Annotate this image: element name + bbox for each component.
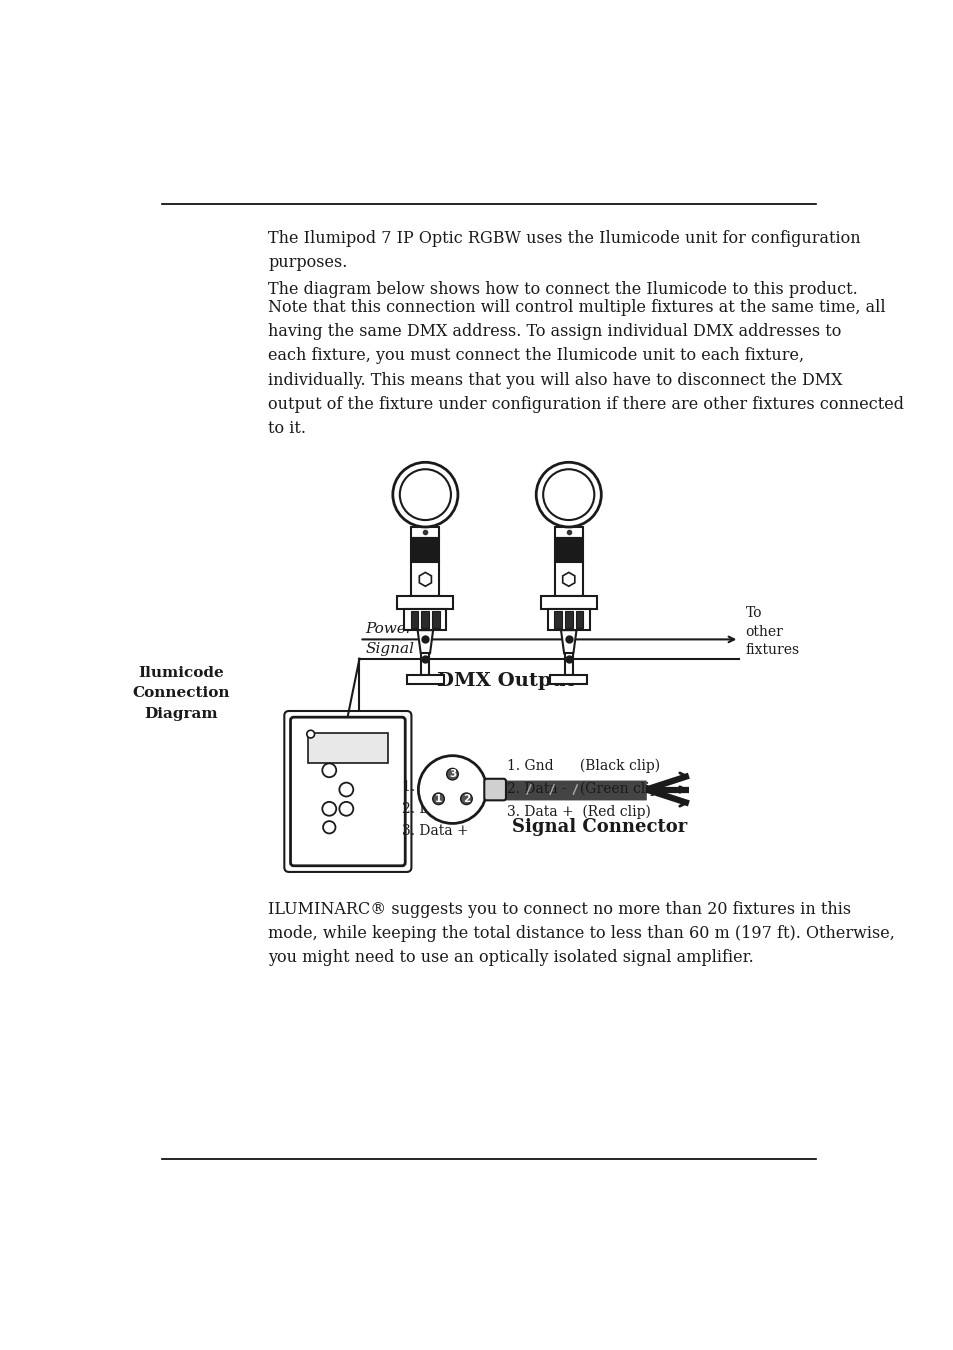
Text: Power: Power xyxy=(365,621,414,636)
Text: Signal: Signal xyxy=(365,641,415,656)
FancyBboxPatch shape xyxy=(291,717,405,865)
Text: To
other
fixtures: To other fixtures xyxy=(744,606,799,657)
Text: 1. Gnd      (Black clip)
2. Data -   (Green clip)
3. Data +  (Red clip): 1. Gnd (Black clip) 2. Data - (Green cli… xyxy=(506,759,663,819)
Bar xyxy=(307,733,388,763)
Bar xyxy=(397,597,453,609)
Bar xyxy=(432,612,439,628)
Bar xyxy=(411,526,439,537)
Text: The Ilumipod 7 IP Optic RGBW uses the Ilumicode unit for configuration
purposes.: The Ilumipod 7 IP Optic RGBW uses the Il… xyxy=(268,230,860,271)
Circle shape xyxy=(446,768,457,780)
Bar xyxy=(406,675,443,684)
Circle shape xyxy=(399,470,451,520)
Text: 3: 3 xyxy=(449,769,456,779)
Text: The diagram below shows how to connect the Ilumicode to this product.: The diagram below shows how to connect t… xyxy=(268,281,857,298)
Text: Signal Connector: Signal Connector xyxy=(512,818,687,836)
Circle shape xyxy=(536,462,600,526)
Text: 1. Gnd
2. Data -
3. Data +: 1. Gnd 2. Data - 3. Data + xyxy=(402,779,468,838)
Bar xyxy=(564,612,572,628)
Bar xyxy=(411,537,439,563)
Text: 2: 2 xyxy=(462,794,470,803)
Text: DMX Output: DMX Output xyxy=(436,672,574,690)
Bar xyxy=(547,609,589,630)
Circle shape xyxy=(307,730,314,738)
Bar xyxy=(555,537,582,563)
Circle shape xyxy=(542,470,594,520)
Polygon shape xyxy=(560,630,576,653)
Bar xyxy=(404,609,446,630)
Bar xyxy=(540,597,596,609)
Bar xyxy=(410,612,418,628)
Text: ILUMINARC® suggests you to connect no more than 20 fixtures in this
mode, while : ILUMINARC® suggests you to connect no mo… xyxy=(268,902,894,967)
Bar xyxy=(564,653,572,675)
Bar xyxy=(555,563,582,597)
Bar xyxy=(554,612,561,628)
Bar xyxy=(550,675,587,684)
Bar xyxy=(411,563,439,597)
Polygon shape xyxy=(417,630,433,653)
FancyBboxPatch shape xyxy=(284,711,411,872)
Bar xyxy=(555,526,582,537)
Text: Ilumicode
Connection
Diagram: Ilumicode Connection Diagram xyxy=(132,666,230,721)
Circle shape xyxy=(460,792,472,805)
Bar xyxy=(575,612,583,628)
Text: 1: 1 xyxy=(435,794,441,803)
Circle shape xyxy=(393,462,457,526)
FancyBboxPatch shape xyxy=(484,779,505,801)
Circle shape xyxy=(433,792,444,805)
Text: Note that this connection will control multiple fixtures at the same time, all
h: Note that this connection will control m… xyxy=(268,300,903,437)
Circle shape xyxy=(418,756,486,824)
Bar xyxy=(421,612,429,628)
Bar xyxy=(421,653,429,675)
